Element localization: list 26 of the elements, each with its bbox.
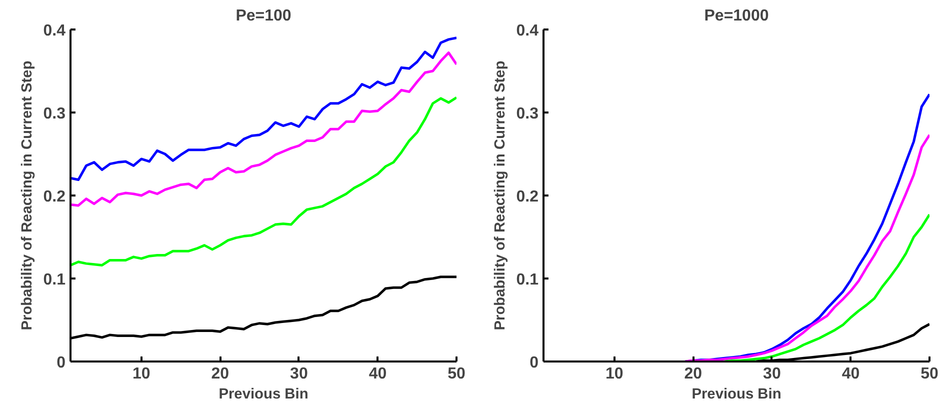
x-tick-label: 40	[368, 366, 387, 382]
y-tick-label: 0.2	[43, 188, 66, 206]
y-tick-label: 0.3	[516, 106, 539, 122]
x-axis-title: Previous Bin	[692, 386, 782, 402]
x-tick-label: 10	[606, 366, 624, 382]
y-tick-label: 0.2	[516, 188, 539, 206]
chart-title: Pe=100	[236, 8, 292, 24]
x-tick-label: 40	[842, 366, 860, 382]
y-axis-title: Probability of Reacting in Current Step	[19, 60, 36, 330]
chart-title: Pe=1000	[704, 8, 769, 24]
x-tick-label: 20	[684, 366, 702, 382]
y-tick-label: 0.4	[516, 22, 539, 40]
x-tick-label: 30	[763, 366, 781, 382]
y-tick-label: 0	[56, 354, 66, 372]
y-tick-label: 0.3	[43, 106, 66, 122]
y-tick-label: 0.4	[43, 22, 66, 40]
x-tick-label: 10	[132, 366, 150, 382]
x-tick-label: 30	[290, 366, 308, 382]
y-axis-title: Probability of Reacting in Current Step	[492, 60, 508, 330]
x-tick-label: 20	[211, 366, 230, 382]
y-tick-label: 0.1	[516, 272, 539, 288]
x-axis-title: Previous Bin	[218, 386, 308, 402]
x-tick-label: 50	[920, 366, 938, 382]
y-tick-label: 0	[530, 354, 539, 372]
y-tick-label: 0.1	[43, 272, 66, 288]
x-tick-label: 50	[448, 366, 466, 382]
